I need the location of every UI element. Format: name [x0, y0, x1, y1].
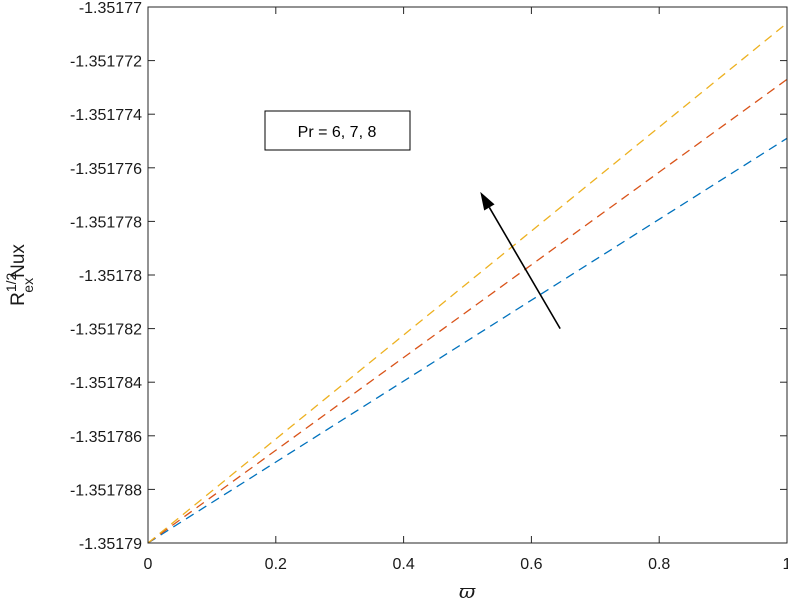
series-line-2 [147, 78, 788, 544]
y-tick-label: -1.351774 [70, 107, 142, 124]
axes-layer: 0 0.2 0.4 0.6 0.8 1 -1.35179 -1.351788 -1.351786… [70, 0, 788, 573]
series-line-3 [147, 22, 788, 544]
svg-text:ϖ: ϖ [459, 579, 476, 603]
y-tick-label: -1.351776 [70, 161, 142, 178]
svg-text:R1/2exNux: R1/2exNux [3, 244, 36, 306]
series-layer [147, 22, 788, 544]
y-tick-label: -1.351788 [70, 482, 142, 499]
x-tick-label: 0.2 [265, 556, 287, 573]
y-tick-label: -1.351786 [70, 429, 142, 446]
legend-box [264, 110, 411, 151]
y-tick-label: -1.351782 [70, 322, 142, 339]
annotation-arrow-shaft [488, 207, 561, 330]
y-tick-label: -1.351778 [70, 214, 142, 231]
x-tick-label: 0.4 [392, 556, 414, 573]
x-tick-label: 0.8 [648, 556, 670, 573]
y-tick-label: -1.35177 [79, 0, 142, 17]
series-line-1 [147, 137, 788, 544]
y-tick-label: -1.35179 [79, 536, 142, 553]
y-tick-label: -1.351772 [70, 54, 142, 71]
x-tick-label: 0.6 [520, 556, 542, 573]
x-tick-label: 1 [783, 556, 788, 573]
y-axis-label: R1/2exNux [3, 244, 36, 306]
legend-text: Pr = 6, 7, 8 [298, 124, 377, 141]
annotation-arrow-head [480, 191, 495, 211]
x-axis-label: ϖ [459, 579, 476, 603]
x-tick-label: 0 [144, 556, 153, 573]
annotation-layer: Pr = 6, 7, 8 [264, 110, 561, 330]
plot-frame [147, 6, 788, 544]
y-tick-label: -1.35178 [79, 268, 142, 285]
y-tick-label: -1.351784 [70, 375, 142, 392]
